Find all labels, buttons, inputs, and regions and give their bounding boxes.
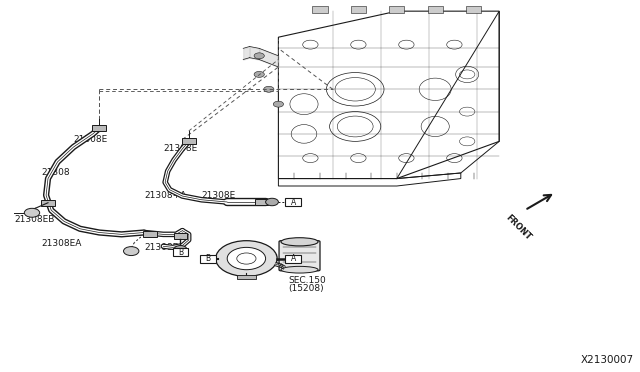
Bar — [466, 6, 481, 13]
Text: (15208): (15208) — [288, 284, 324, 293]
Text: 21308E: 21308E — [202, 191, 236, 200]
Text: 21308+A: 21308+A — [144, 191, 186, 200]
Bar — [173, 248, 188, 256]
Bar — [41, 200, 55, 206]
Text: 21305II: 21305II — [269, 254, 303, 263]
Circle shape — [227, 247, 266, 270]
Bar — [92, 125, 106, 131]
Ellipse shape — [281, 266, 318, 273]
Text: X2130007: X2130007 — [580, 355, 634, 365]
Circle shape — [216, 241, 277, 276]
Text: 21308: 21308 — [42, 169, 70, 177]
Ellipse shape — [281, 238, 318, 246]
Text: B: B — [205, 254, 211, 263]
Bar — [428, 6, 443, 13]
Text: A: A — [291, 198, 296, 207]
Bar — [182, 138, 196, 144]
Bar — [351, 6, 366, 13]
Circle shape — [266, 198, 278, 206]
Bar — [237, 275, 256, 279]
Bar — [200, 254, 216, 263]
Text: A: A — [291, 254, 296, 263]
Circle shape — [174, 246, 187, 253]
Bar — [389, 6, 404, 13]
Text: 21308E: 21308E — [74, 135, 108, 144]
Circle shape — [264, 86, 274, 92]
Circle shape — [254, 71, 264, 77]
Bar — [285, 254, 301, 263]
Bar — [285, 198, 301, 206]
Text: 21305: 21305 — [229, 262, 258, 270]
Text: 21308EB: 21308EB — [14, 215, 54, 224]
Bar — [255, 199, 268, 205]
Text: 21308EA: 21308EA — [42, 239, 82, 248]
FancyBboxPatch shape — [279, 241, 320, 271]
Circle shape — [24, 208, 40, 217]
Text: FRONT: FRONT — [504, 213, 533, 242]
Circle shape — [273, 101, 284, 107]
Text: B: B — [178, 248, 183, 257]
Circle shape — [124, 247, 139, 256]
Circle shape — [254, 53, 264, 59]
Text: 21308E: 21308E — [163, 144, 198, 153]
Bar — [174, 233, 187, 239]
Text: SEC.150: SEC.150 — [288, 276, 326, 285]
Text: 21308E: 21308E — [144, 243, 179, 252]
Bar — [143, 231, 157, 237]
Bar — [312, 6, 328, 13]
